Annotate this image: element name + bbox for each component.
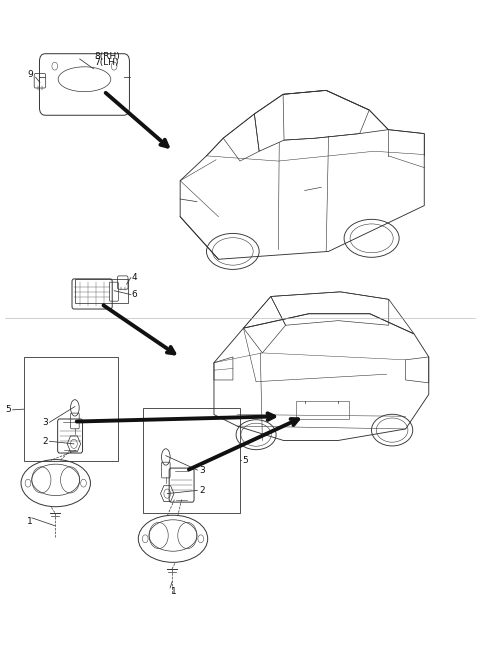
Text: 8(RH): 8(RH) <box>95 52 120 61</box>
Text: 5: 5 <box>242 456 248 464</box>
Text: 6: 6 <box>132 290 138 299</box>
Text: 7(LH): 7(LH) <box>95 58 119 68</box>
Text: 2: 2 <box>199 486 205 495</box>
Text: 1: 1 <box>171 586 177 596</box>
Text: 3: 3 <box>199 466 205 474</box>
Text: 4: 4 <box>132 273 137 282</box>
Text: 2: 2 <box>42 437 48 445</box>
Text: 9: 9 <box>27 70 33 79</box>
Text: 5: 5 <box>5 405 11 415</box>
Text: 1: 1 <box>27 517 33 525</box>
Text: 3: 3 <box>42 418 48 427</box>
